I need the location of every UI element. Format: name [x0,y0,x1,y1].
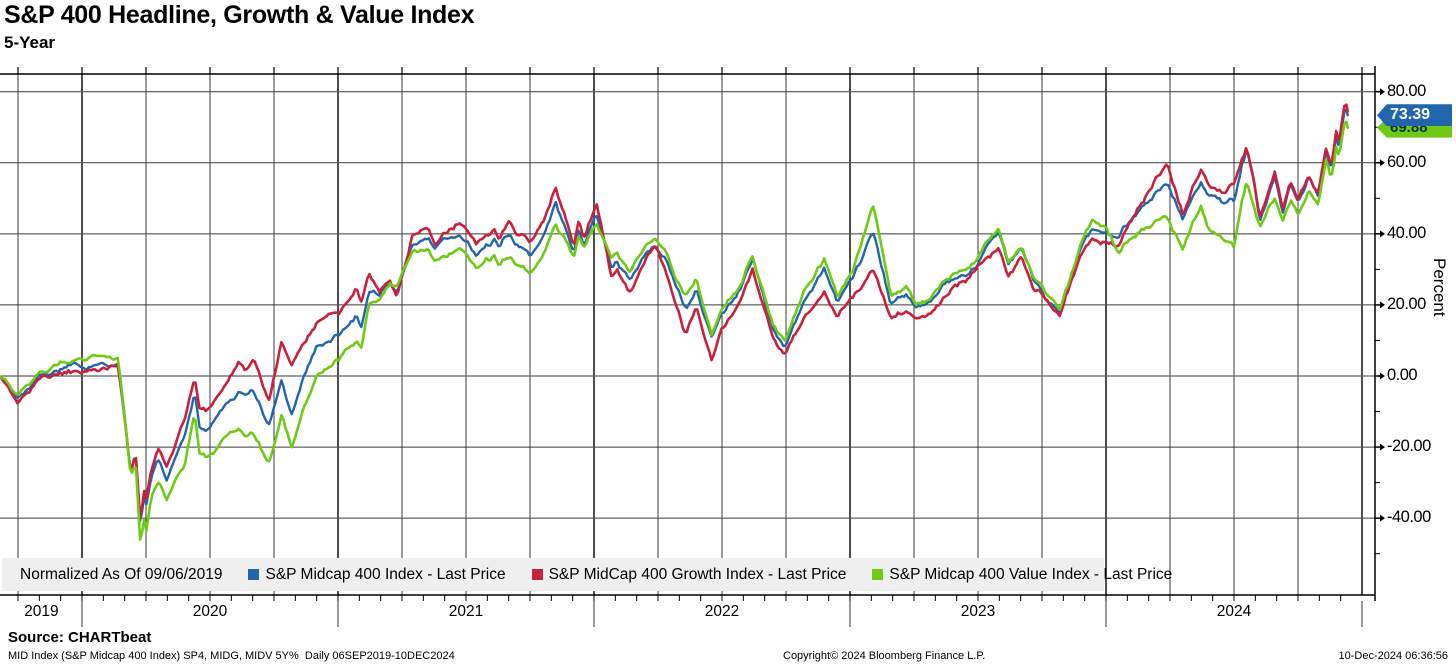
series-line-2 [0,120,1349,541]
axes [0,66,1385,627]
gridlines [0,74,1375,595]
y-tick-label: 40.00 [1387,223,1426,242]
legend-swatch-headline-icon [248,569,260,580]
timestamp-label: 10-Dec-2024 06:36:56 [1338,650,1448,662]
series-line-1 [0,103,1349,519]
legend-normalized-label: Normalized As Of 09/06/2019 [20,565,223,583]
y-tick-label: 60.00 [1387,152,1426,171]
legend-swatch-growth-icon [531,569,543,580]
y-tick-label: -20.00 [1387,437,1431,456]
price-tag-headline: 73.39 [1377,104,1452,127]
legend-item-growth: S&P MidCap 400 Growth Index - Last Price [531,565,847,584]
legend-swatch-value-icon [872,569,884,580]
legend-label-growth: S&P MidCap 400 Growth Index - Last Price [548,565,847,583]
chart-subtitle: 5-Year [4,33,56,52]
x-year-label: 2019 [24,603,59,620]
y-axis-title: Percent [1430,258,1449,317]
series-lines [0,103,1349,541]
legend-item-value: S&P Midcap 400 Value Index - Last Price [872,566,1172,584]
source-label: Source: CHARTbeat [8,629,152,646]
x-year-label: 2024 [1216,603,1252,620]
x-year-label: 2020 [192,603,228,620]
legend: Normalized As Of 09/06/2019 S&P Midcap 4… [2,558,1172,591]
y-tick-label: 20.00 [1387,294,1426,313]
x-year-label: 2022 [704,603,740,620]
series-line-0 [0,108,1349,522]
legend-item-headline: S&P Midcap 400 Index - Last Price [248,565,506,584]
y-tick-label: 80.00 [1387,81,1426,100]
chart-title: S&P 400 Headline, Growth & Value Index [4,1,475,29]
x-year-label: 2023 [960,603,996,620]
legend-label-headline: S&P Midcap 400 Index - Last Price [265,565,506,583]
x-year-label: 2021 [448,603,484,620]
legend-label-value: S&P Midcap 400 Value Index - Last Price [889,565,1173,583]
y-tick-label: 0.00 [1387,366,1418,384]
copyright-label: Copyright© 2024 Bloomberg Finance L.P. [783,650,986,662]
ticker-meta-label: MID Index (S&P Midcap 400 Index) SP4, MI… [8,650,455,662]
y-tick-label: -40.00 [1387,508,1431,527]
